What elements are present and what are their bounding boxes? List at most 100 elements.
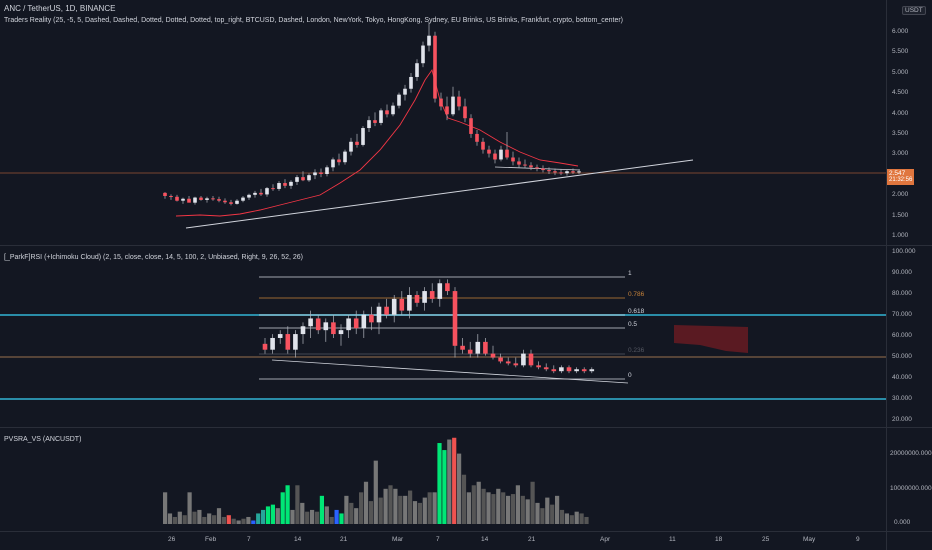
rsi-candle [285,334,291,350]
price-candle [271,188,275,190]
rsi-candle [589,369,595,372]
volume-bar [457,453,462,524]
rsi-axis-tick-label: 30.000 [892,395,912,402]
rsi-candle [559,367,564,372]
price-axis-tick-label: 3.000 [892,150,909,158]
price-candle [319,172,323,174]
price-candle [367,120,371,129]
rsi-candle [399,298,405,311]
volume-bar [540,508,545,524]
pane-divider-rsi-volume[interactable] [0,427,932,428]
price-axis-divider [886,0,887,550]
volume-bar [393,488,398,524]
moving-average-line [175,68,579,217]
volume-bar [471,485,476,524]
price-candle [229,202,233,204]
rsi-axis-tick-label: 70.000 [892,311,912,318]
price-candle [331,159,335,168]
price-candle [373,120,377,123]
time-axis-tick-label: 7 [436,536,440,543]
rsi-candles [262,279,595,374]
volume-bar [466,492,471,524]
traders-reality-indicator-legend[interactable]: Traders Reality (25, -5, 5, Dashed, Dash… [4,17,624,24]
time-axis-tick-label: 9 [856,536,860,543]
price-candle [451,96,455,115]
volume-bar [354,508,359,524]
price-candle [505,149,509,158]
volume-bar [535,502,540,524]
rsi-candle [308,318,313,327]
volume-bar [202,516,207,524]
volume-bar [363,481,369,524]
price-axis-tick-label: 4.000 [892,109,909,117]
price-candle [481,141,485,150]
ascending-trendline[interactable] [185,159,694,229]
price-candle [265,188,269,195]
rsi-pane[interactable]: 1 0.786 0.618 0.5 0.236 0 [0,246,886,427]
price-axis-tick-label: 2.000 [892,191,909,199]
price-candle [499,149,503,160]
volume-pane[interactable] [0,428,886,531]
time-axis-tick-label: 26 [168,536,176,543]
price-candle [415,63,419,77]
rsi-candle [467,349,473,354]
price-candle [409,76,413,89]
volume-bar [177,511,182,524]
price-candle [469,118,473,134]
volume-bar [378,497,383,524]
volume-bar [555,495,560,524]
rsi-axis-tick-label: 50.000 [892,353,912,360]
rsi-candle [429,291,435,299]
price-candle [337,159,341,163]
volume-bar [510,494,516,524]
price-candle [349,141,353,152]
volume-bar [270,504,275,524]
rsi-candle [505,361,511,364]
rsi-candle [361,314,367,329]
volume-bar [564,513,569,524]
volume-bar [530,481,535,524]
price-candle [439,98,443,107]
price-axis-tick-label: 3.500 [892,130,909,137]
rsi-candle [521,353,526,366]
volume-bar [265,506,271,524]
price-candle [295,177,299,182]
price-pane[interactable] [0,0,886,245]
rsi-candle [262,343,268,350]
currency-selector-button[interactable]: USDT [902,6,926,15]
fib-label-0618: 0.618 [628,308,645,315]
pane-divider-price-rsi[interactable] [0,245,932,246]
volume-bar [212,515,217,524]
price-candle [307,175,311,181]
price-candle [403,88,407,95]
volume-bar [295,485,300,524]
rsi-candle [293,334,298,350]
price-axis-tick-label: 5.000 [892,68,909,76]
price-candle [283,183,287,186]
rsi-candle [414,294,420,303]
ichimoku-cloud [674,325,748,353]
price-candle [211,198,215,200]
rsi-candle [369,314,374,323]
rsi-candle [346,318,351,331]
price-candle [205,198,209,200]
volume-bar [246,516,251,524]
volume-bar [349,502,354,524]
price-candle [277,183,281,189]
volume-bar [496,488,501,524]
rsi-candle [338,330,344,335]
price-candle [253,192,257,195]
rsi-candle [391,298,397,315]
rsi-trendline[interactable] [271,359,629,384]
price-candles [163,21,581,206]
time-axis-divider [0,531,932,532]
time-axis-tick-label: May [803,536,816,543]
price-axis-tick-label: 5.500 [892,48,909,56]
rsi-candle [353,318,359,329]
pvsra-indicator-legend[interactable]: PVSRA_VS (ANCUSDT) [4,436,82,443]
volume-bar [344,495,349,524]
volume-bar [314,511,320,524]
rsi-indicator-legend[interactable]: [_ParkF]RSI (+Ichimoku Cloud) (2, 15, cl… [4,254,304,261]
price-candle [463,106,467,119]
time-axis-tick-label: 18 [715,536,723,543]
